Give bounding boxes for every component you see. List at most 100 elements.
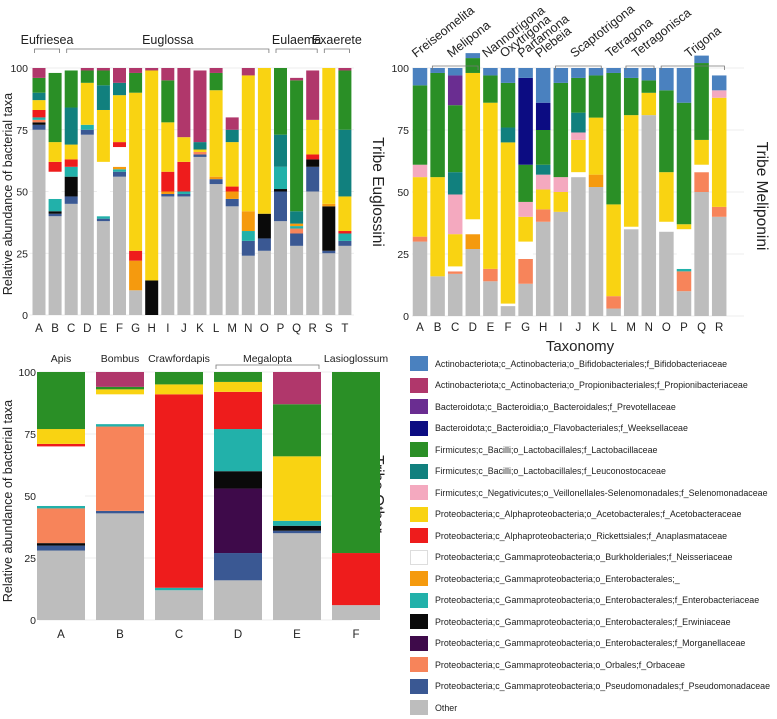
- x-tick-label-euglossini: E: [100, 323, 108, 335]
- bar-segment-fir_lac: [64, 70, 78, 108]
- bar-segment-act_bif: [535, 68, 551, 103]
- bar-segment-pro_ent: [274, 166, 287, 190]
- bar-segment-other: [273, 533, 321, 620]
- legend-label: Firmicutes;c_Negativicutes;o_Veillonella…: [435, 487, 768, 498]
- bar-segment-other: [322, 253, 336, 315]
- bar-segment-pro_ace: [80, 82, 94, 125]
- bar-segment-other: [676, 291, 692, 316]
- bar-segment-pro_ana: [332, 553, 380, 606]
- x-tick-label-meliponini: A: [416, 322, 424, 334]
- legend-label: Proteobacteria;c_Gammaproteobacteria;o_O…: [435, 659, 686, 670]
- bar-segment-pro_pse: [193, 154, 207, 157]
- bar-segment-pro_nei: [518, 241, 533, 259]
- bar-segment-pro_ace: [641, 92, 657, 116]
- bar-segment-pro_nei: [37, 446, 85, 506]
- bar-segment-pro_ent: [177, 191, 191, 194]
- bar-segment-act_pro: [273, 372, 321, 405]
- bar-segment-pro_ace: [37, 429, 85, 444]
- bar-segment-pro_ace: [676, 224, 692, 230]
- x-tick-label-euglossini: K: [196, 323, 204, 335]
- bar-segment-pro_orb: [290, 228, 304, 234]
- x-tick-label-euglossini: H: [148, 323, 156, 335]
- x-tick-label-euglossini: A: [35, 323, 43, 335]
- bar-segment-pro_erw: [64, 176, 78, 197]
- bar-segment-other: [711, 216, 727, 316]
- bar-segment-pro_ana: [113, 142, 126, 148]
- bar-segment-other: [161, 196, 175, 315]
- bar-segment-fir_lac: [290, 80, 304, 212]
- legend-label: Proteobacteria;c_Alphaproteobacteria;o_A…: [435, 509, 742, 520]
- bar-segment-other: [412, 241, 428, 316]
- legend-label: Other: [435, 702, 458, 713]
- bar-segment-pro_pse: [225, 198, 239, 207]
- bar-segment-act_pro: [113, 68, 126, 83]
- bar-segment-fir_sel: [535, 174, 551, 190]
- bar-segment-fir_lac: [694, 63, 709, 140]
- bar-segment-pro_orb: [694, 172, 709, 192]
- legend-item: Actinobacteriota;c_Actinobacteria;o_Bifi…: [410, 353, 777, 375]
- bar-segment-fir_sel: [711, 90, 727, 98]
- tribe-euglossini-label: Tribe Euglossini: [369, 137, 386, 247]
- bar-segment-fir_lac: [465, 58, 481, 73]
- bar-segment-pro_ana: [155, 394, 203, 588]
- bar-segment-other: [241, 255, 255, 315]
- bar-segment-fir_leu: [64, 107, 78, 145]
- x-tick-label-meliponini: R: [715, 322, 723, 334]
- bar-segment-pro_orb: [32, 119, 46, 123]
- bar-segment-fir_leu: [338, 129, 352, 197]
- bar-segment-fir_sel: [447, 194, 463, 235]
- bar-segment-pro_ent: [676, 268, 692, 272]
- panel-euglossini: Relative abundance of bacterial taxa Tri…: [1, 33, 386, 335]
- group-bracket-meliponini: [660, 65, 725, 70]
- bar-segment-pro_orb: [483, 268, 498, 282]
- bar-segment-fir_lac: [273, 404, 321, 457]
- bar-segment-pro_ace: [338, 196, 352, 232]
- bar-segment-fir_lac: [606, 72, 621, 205]
- x-tick-label-euglossini: L: [213, 323, 220, 335]
- legend-item: Firmicutes;c_Bacilli;o_Lactobacillales;f…: [410, 461, 777, 483]
- bar-segment-act_pro: [177, 68, 191, 138]
- bar-segment-other: [332, 605, 380, 620]
- bar-segment-act_pro: [96, 372, 144, 387]
- bar-segment-pro_ent: [64, 166, 78, 177]
- legend-swatch: [410, 399, 428, 415]
- x-tick-label-euglossini: R: [309, 323, 317, 335]
- bar-segment-pro_ent: [290, 226, 304, 229]
- x-tick-label-euglossini: Q: [292, 323, 301, 335]
- bar-segment-pro_ace: [571, 139, 586, 173]
- bar-segment-fir_sel: [571, 132, 586, 140]
- group-bracket-euglossini: [34, 48, 60, 53]
- bar-segment-other: [257, 250, 271, 315]
- group-label-other: Lasioglossum: [324, 353, 388, 365]
- bar-segment-pro_ace: [273, 456, 321, 521]
- bar-segment-fir_sel: [412, 164, 428, 178]
- legend-item: Proteobacteria;c_Gammaproteobacteria;o_P…: [410, 676, 777, 698]
- y-tick-label-other: 100: [18, 367, 36, 379]
- bar-segment-pro_ace: [113, 95, 126, 143]
- bar-segment-act_bif: [553, 68, 569, 83]
- bar-segment-pro_ace: [48, 142, 62, 162]
- bar-segment-pro_ent: [241, 231, 255, 241]
- legend-swatch: [410, 442, 428, 458]
- bar-segment-fir_sel: [518, 201, 533, 217]
- bar-segment-act_bif: [412, 68, 428, 86]
- bar-segment-fir_lac: [518, 164, 533, 202]
- bar-segment-pro_ana: [177, 161, 191, 192]
- y-tick-label-other: 0: [30, 615, 36, 627]
- x-tick-label-euglossini: I: [166, 323, 169, 335]
- y-tick-label-euglossini: 100: [10, 63, 28, 75]
- bar-segment-pro_ace: [694, 139, 709, 165]
- bar-segment-pro_ent: [338, 233, 352, 241]
- bar-segment-pro_ana: [214, 391, 262, 430]
- bar-segment-pro_orb: [711, 206, 727, 217]
- x-tick-label-meliponini: D: [469, 322, 477, 334]
- bar-segment-fir_lac: [588, 75, 604, 118]
- bar-segment-pro_pse: [273, 530, 321, 534]
- legend-item: Actinobacteriota;c_Actinobacteria;o_Prop…: [410, 375, 777, 397]
- bar-segment-pro_pse: [64, 196, 78, 204]
- bar-segment-pro_pse: [96, 510, 144, 514]
- bar-segment-other: [465, 249, 481, 316]
- y-tick-label-other: 50: [24, 491, 36, 503]
- bar-segment-pro_ent: [113, 169, 126, 172]
- bar-segment-pro_orb: [676, 271, 692, 292]
